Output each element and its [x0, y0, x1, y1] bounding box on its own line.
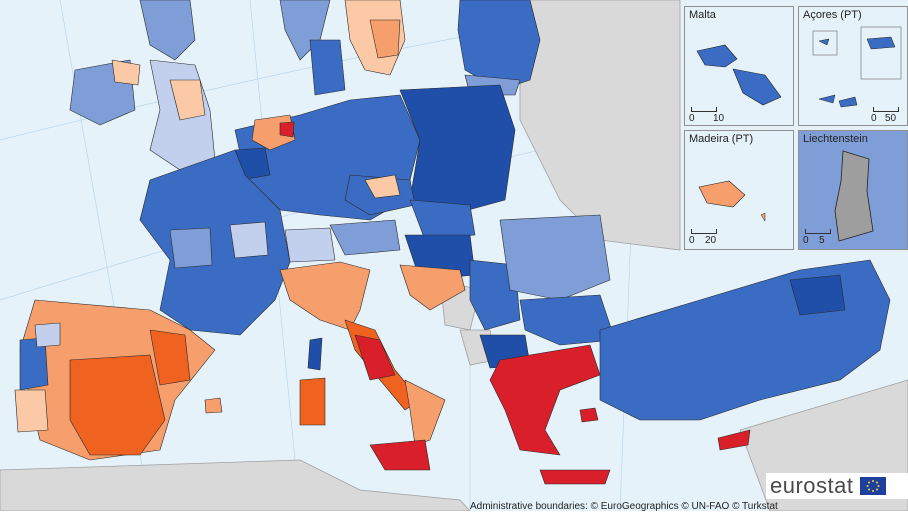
region-spain-east — [149, 329, 191, 386]
region-balearic — [204, 397, 223, 414]
scandinavia — [279, 0, 541, 96]
region-croatia — [399, 264, 466, 311]
region-northern-ireland — [111, 59, 141, 86]
france — [139, 149, 323, 371]
acores-shape — [812, 26, 902, 108]
turkey — [599, 259, 891, 451]
region-crete — [539, 469, 611, 485]
region-norway-west — [279, 0, 331, 61]
region-england-north — [169, 79, 206, 121]
boundaries-credit: Administrative boundaries: © EuroGeograp… — [470, 501, 778, 511]
central-europe — [234, 84, 516, 281]
malta-scale-start: 0 — [689, 113, 695, 124]
region-aegean-islands — [579, 407, 599, 423]
region-sicily — [369, 439, 431, 471]
inset-madeira-title: Madeira (PT) — [689, 133, 754, 145]
inset-madeira: Madeira (PT) 0 20 — [684, 130, 794, 250]
balkans — [399, 214, 616, 369]
liechtenstein-scale-bar — [805, 229, 831, 234]
liechtenstein-shape — [834, 150, 874, 242]
region-romania — [499, 214, 611, 301]
madeira-scale-start: 0 — [689, 235, 695, 246]
madeira-scale-bar — [691, 229, 717, 234]
region-sweden-south — [369, 19, 401, 59]
inset-malta-title: Malta — [689, 9, 716, 21]
british-isles — [69, 0, 216, 171]
eurostat-logo-text: eurostat — [770, 473, 854, 498]
region-poland — [399, 84, 516, 216]
acores-scale-bar — [873, 107, 899, 112]
madeira-scale-end: 20 — [705, 235, 717, 246]
italy — [279, 261, 446, 471]
liechtenstein-scale-end: 5 — [819, 235, 825, 246]
liechtenstein-scale-start: 0 — [803, 235, 809, 246]
inset-liechtenstein-title: Liechtenstein — [803, 133, 868, 145]
malta-scale-end: 10 — [713, 113, 725, 124]
region-switzerland — [284, 227, 336, 263]
region-denmark — [309, 39, 346, 96]
iberia — [14, 299, 223, 461]
region-sardinia — [299, 377, 326, 426]
region-portugal-centre — [14, 389, 49, 433]
eu-stars-icon — [866, 480, 879, 492]
inset-acores-title: Açores (PT) — [803, 9, 862, 21]
inset-liechtenstein: Liechtenstein 0 5 — [798, 130, 908, 250]
north-africa-land — [0, 459, 471, 512]
region-spain-south — [69, 354, 166, 456]
region-cyprus — [717, 429, 751, 451]
region-france — [139, 149, 291, 336]
madeira-shape — [698, 180, 766, 222]
acores-scale-start: 0 — [871, 113, 877, 124]
region-scotland — [139, 0, 196, 61]
region-france-centre — [229, 221, 269, 259]
region-corsica — [307, 337, 323, 371]
acores-scale-end: 50 — [885, 113, 897, 124]
region-austria — [329, 219, 401, 256]
malta-scale-bar — [691, 107, 717, 112]
region-italy-north — [279, 261, 371, 331]
region-turkey-east — [789, 274, 846, 316]
malta-shape — [696, 44, 782, 106]
region-prague — [364, 174, 401, 199]
greece — [489, 344, 611, 485]
region-bulgaria — [519, 294, 616, 346]
eu-flag-icon — [859, 477, 886, 495]
region-slovakia — [409, 199, 476, 241]
inset-acores: Açores (PT) 0 50 — [798, 6, 908, 126]
region-netherlands-flevoland — [279, 121, 295, 138]
inset-malta: Malta 0 10 — [684, 6, 794, 126]
region-france-west — [169, 227, 213, 269]
eurostat-logo: eurostat — [766, 473, 908, 499]
region-greece — [489, 344, 601, 456]
region-galicia — [34, 322, 61, 348]
region-campania — [354, 334, 396, 381]
